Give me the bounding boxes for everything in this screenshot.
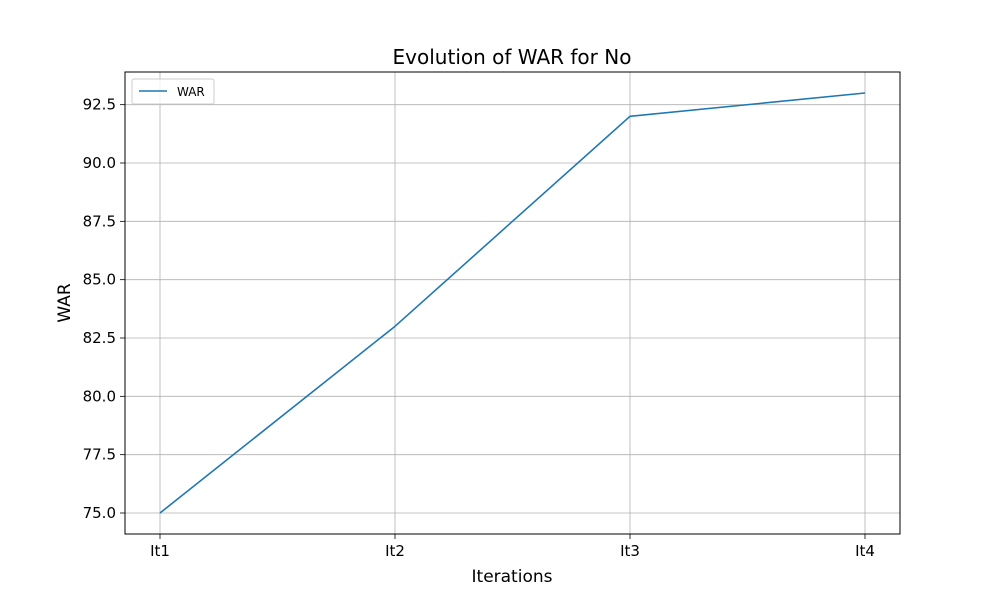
y-tick-label: 82.5 [83,329,116,347]
y-tick-label: 90.0 [83,154,116,172]
x-tick-label: It3 [620,542,640,560]
series-line-war [159,92,866,514]
legend: WAR [131,78,215,105]
y-tick-label: 80.0 [83,387,116,405]
chart-title: Evolution of WAR for No [393,45,632,69]
x-tick-label: It1 [150,542,170,560]
x-axis-label: Iterations [472,567,553,587]
x-tick-label: It2 [385,542,405,560]
y-tick-label: 77.5 [83,446,116,464]
plot-frame [124,71,901,535]
legend-box [131,78,215,105]
y-tick-label: 75.0 [83,504,116,522]
series-layer [159,92,866,514]
y-axis-label: WAR [55,283,75,323]
x-tick-label: It4 [855,542,875,560]
y-tick-label: 85.0 [83,271,116,289]
y-tick-label: 92.5 [83,96,116,114]
tick-layer: It1 It2 It3 It4 75.0 77.5 80.0 82.5 85.0 87.5 90.0… [83,96,875,560]
y-tick-label: 87.5 [83,212,116,230]
legend-label-war: WAR [177,85,205,99]
